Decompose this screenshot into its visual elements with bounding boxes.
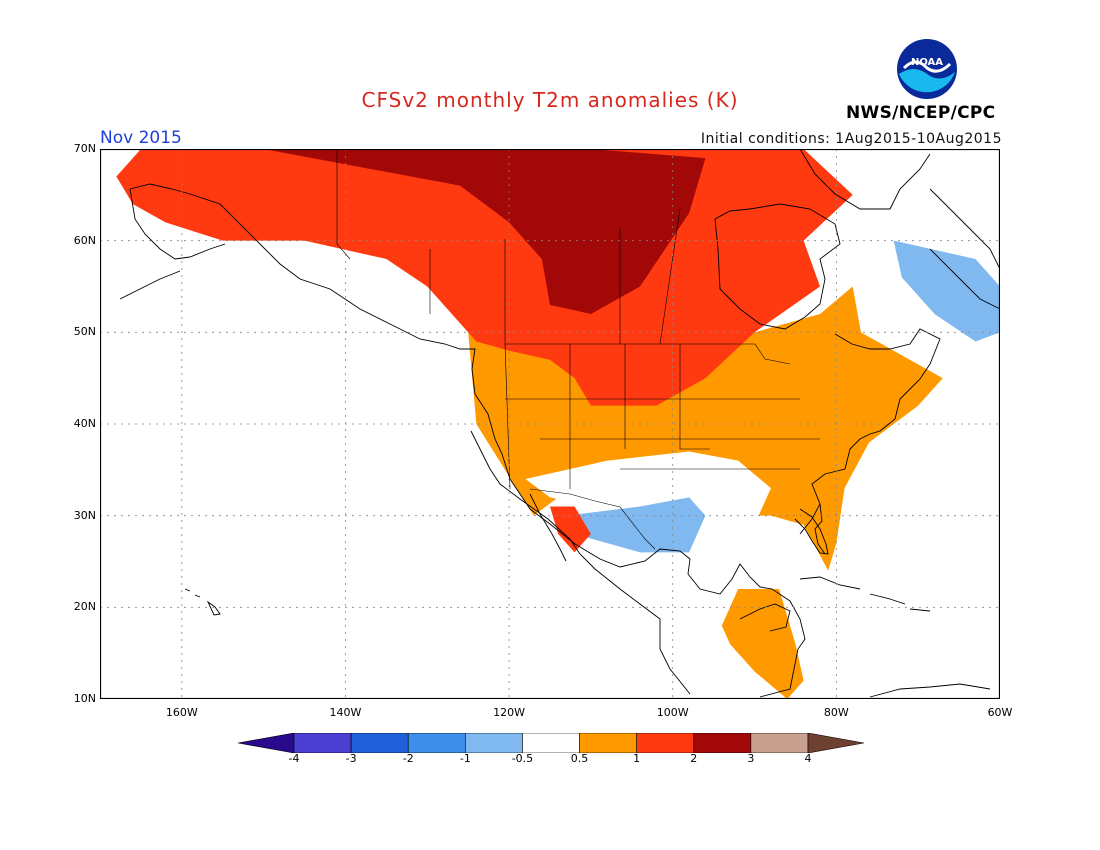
colorbar-label: -2 [402,752,414,765]
color-bar [238,733,864,753]
colorbar-label: 1 [633,752,641,765]
colorbar-label: -1 [459,752,471,765]
lat-label: 60N [73,233,96,247]
lon-label: 140W [329,706,362,719]
colorbar-swatch-min [238,733,295,753]
chart-title: CFSv2 monthly T2m anomalies (K) [361,88,739,112]
coastlines [119,149,1000,698]
logo-text: NOAA [911,57,943,68]
colorbar-swatch [522,733,580,753]
colorbar-label: -0.5 [511,752,534,765]
colorbar-label: -3 [345,752,357,765]
colorbar-label: 4 [804,752,812,765]
lon-label: 80W [823,706,849,719]
lon-label: 160W [165,706,198,719]
anomaly-neutral-south [525,451,771,534]
lat-label: 20N [73,600,96,614]
agency-label: NWS/NCEP/CPC [846,103,996,123]
colorbar-label: -4 [288,752,300,765]
lat-label: 70N [73,142,96,155]
lon-label: 100W [656,706,689,719]
colorbar-swatch-max [807,733,864,753]
noaa-logo: NOAA [897,39,957,99]
lon-label: 120W [493,706,526,719]
colorbar-label: 3 [747,752,755,765]
lon-label: 60W [987,706,1013,719]
colorbar-swatch [579,733,637,753]
anomaly-darkred-core [263,149,706,314]
political-boundaries [336,149,820,550]
map-grid [100,149,1000,699]
colorbar-label: 0.5 [570,752,589,765]
colorbar-swatch [350,733,409,753]
map-frame [100,149,1000,699]
anomaly-lightblue-texas [566,497,706,553]
colorbar-label: 2 [690,752,698,765]
colorbar-swatch [465,733,523,753]
lat-label: 30N [73,508,96,522]
colorbar-swatch [293,733,352,753]
colorbar-swatch [693,733,752,753]
month-label: Nov 2015 [100,128,182,148]
anomaly-map [100,149,1000,699]
colorbar-swatch [636,733,695,753]
lat-label: 40N [73,417,96,430]
anomaly-field [116,149,1000,699]
initial-conditions-label: Initial conditions: 1Aug2015-10Aug2015 [700,131,1002,147]
lat-label: 50N [73,325,96,339]
anomaly-lightblue-labrador [893,240,1000,342]
lat-label: 10N [73,692,96,705]
colorbar-swatch [750,733,809,753]
anomaly-orange-central-america [721,589,804,699]
anomaly-red-mexico [550,506,591,553]
colorbar-swatch [407,733,466,753]
